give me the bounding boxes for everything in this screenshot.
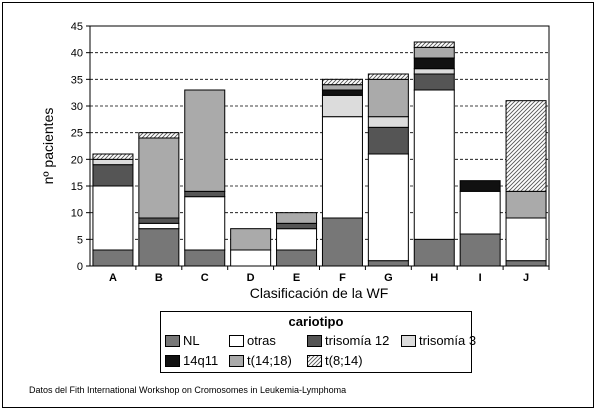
bar-segment-t-14-18-F (321, 84, 363, 91)
legend-item-otras: otras (229, 334, 276, 348)
x-tick-label: J (523, 272, 529, 284)
bar-segment-nl-H (413, 238, 455, 267)
bar-segment-14q11-I (459, 180, 501, 192)
legend-item-trisom-a-12: trisomía 12 (307, 334, 389, 348)
y-tick-label: 0 (77, 261, 83, 273)
bar-segment-otras-A (92, 185, 134, 251)
y-tick-label: 10 (71, 208, 83, 220)
bar-segment-14q11-H (413, 57, 455, 70)
bar-segment-t-14-18-E (276, 212, 318, 224)
x-tick-label: E (293, 272, 300, 284)
bar-segment-otras-D (230, 249, 272, 267)
bar-segment-t-14-18-J (505, 190, 547, 219)
x-tick-label: I (479, 272, 482, 284)
y-tick-label: 40 (71, 48, 83, 60)
legend-swatch (229, 335, 244, 347)
bar-segment-trisom-a-12-G (367, 126, 409, 155)
bar-segment-t-14-18-H (413, 46, 455, 59)
bar-segment-t-14-18-G (367, 78, 409, 118)
bar-segment-nl-I (459, 233, 501, 267)
bar-segment-otras-E (276, 228, 318, 251)
legend-swatch (229, 355, 244, 367)
bar-segment-t-8-14-J (505, 100, 547, 192)
bar-segment-nl-G (367, 260, 409, 267)
legend-item-label: 14q11 (183, 353, 219, 368)
bar-segment-otras-I (459, 190, 501, 235)
legend-item-label: t(14;18) (247, 353, 292, 368)
x-axis-label: Clasificación de la WF (250, 285, 389, 301)
bar-segment-t-14-18-C (184, 89, 226, 192)
legend-item-label: otras (247, 333, 276, 348)
bar-segment-nl-B (138, 228, 180, 267)
legend-title: cariotipo (288, 314, 344, 329)
legend-item-label: trisomía 3 (419, 333, 477, 348)
bar-segment-t-8-14-B (138, 132, 180, 139)
y-axis-label: nº pacientes (40, 108, 56, 185)
y-tick-label: 15 (71, 181, 83, 193)
legend-item-t-8-14: t(8;14) (307, 354, 363, 368)
y-tick-label: 45 (71, 21, 83, 33)
bar-segment-otras-C (184, 196, 226, 251)
x-tick-label: B (155, 272, 163, 284)
x-tick-label: C (201, 272, 209, 284)
y-tick-label: 20 (71, 154, 83, 166)
bar-segment-trisom-a-12-H (413, 73, 455, 91)
bar-segment-t-8-14-G (367, 73, 409, 80)
legend-swatch (165, 335, 180, 347)
x-tick-label: F (339, 272, 346, 284)
source-note: Datos del Fith International Workshop on… (29, 385, 347, 395)
bar-segment-trisom-a-12-A (92, 164, 134, 187)
bar-segment-14q11-F (321, 89, 363, 96)
legend-item-label: NL (183, 333, 200, 348)
bar-segment-nl-F (321, 217, 363, 267)
bar-segment-trisom-a-12-E (276, 222, 318, 230)
legend-item-t-14-18: t(14;18) (229, 354, 292, 368)
legend-swatch (307, 355, 322, 367)
bar-segment-trisom-a-12-B (138, 217, 180, 224)
legend-item-label: trisomía 12 (325, 333, 390, 348)
y-tick-label: 35 (71, 74, 83, 86)
y-tick-label: 5 (77, 234, 83, 246)
legend-item-14q11: 14q11 (165, 354, 218, 368)
legend-swatch (401, 335, 416, 347)
bar-segment-t-8-14-A (92, 153, 134, 160)
x-tick-label: G (384, 272, 393, 284)
legend-swatch (165, 355, 180, 367)
figure-frame (2, 2, 594, 408)
bar-segment-t-14-18-B (138, 137, 180, 219)
legend: cariotipo NL otras trisomía 12 trisomía 3 14… (160, 311, 476, 373)
legend-item-nl: NL (165, 334, 200, 348)
x-tick-label: D (247, 272, 255, 284)
bar-segment-nl-J (505, 260, 547, 267)
bar-segment-nl-E (276, 249, 318, 267)
bar-segment-otras-J (505, 217, 547, 262)
x-tick-label: H (430, 272, 438, 284)
bar-segment-nl-C (184, 249, 226, 267)
bar-segment-trisom-a-12-C (184, 190, 226, 198)
bar-segment-otras-B (138, 222, 180, 230)
bar-segment-trisom-a-3-G (367, 116, 409, 128)
bar-segment-t-8-14-F (321, 78, 363, 86)
x-tick-label: A (109, 272, 117, 284)
bar-segment-otras-H (413, 89, 455, 240)
bar-segment-trisom-a-3-A (92, 158, 134, 166)
legend-item-label: t(8;14) (325, 353, 363, 368)
legend-swatch (307, 335, 322, 347)
bar-segment-trisom-a-3-H (413, 68, 455, 75)
bar-segment-otras-G (367, 153, 409, 262)
y-tick-label: 25 (71, 128, 83, 140)
bar-segment-trisom-a-3-F (321, 94, 363, 118)
bar-segment-t-14-18-D (230, 228, 272, 251)
bar-segment-nl-A (92, 249, 134, 267)
bar-segment-otras-F (321, 116, 363, 219)
bar-segment-t-8-14-H (413, 41, 455, 48)
legend-item-trisom-a-3: trisomía 3 (401, 334, 476, 348)
y-tick-label: 30 (71, 101, 83, 113)
